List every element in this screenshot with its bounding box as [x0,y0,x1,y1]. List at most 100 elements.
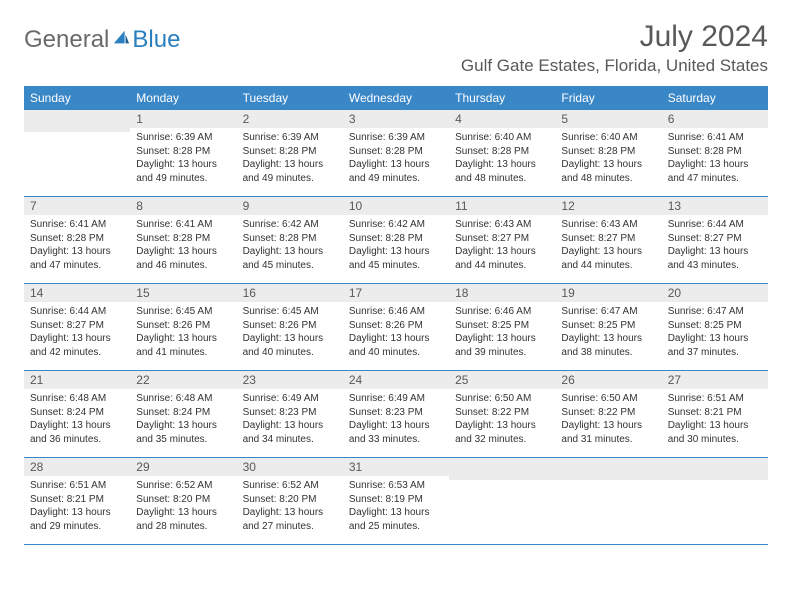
day-data [449,480,555,487]
day-number: 11 [449,197,555,215]
day-data [662,480,768,487]
calendar-cell: 12Sunrise: 6:43 AMSunset: 8:27 PMDayligh… [555,197,661,284]
calendar-cell [555,458,661,545]
calendar-cell: 28Sunrise: 6:51 AMSunset: 8:21 PMDayligh… [24,458,130,545]
dayname-header: Wednesday [343,86,449,110]
day-number: 20 [662,284,768,302]
day-data: Sunrise: 6:49 AMSunset: 8:23 PMDaylight:… [237,389,343,450]
calendar-cell: 25Sunrise: 6:50 AMSunset: 8:22 PMDayligh… [449,371,555,458]
dayname-header: Monday [130,86,236,110]
day-number [24,110,130,132]
calendar-cell: 8Sunrise: 6:41 AMSunset: 8:28 PMDaylight… [130,197,236,284]
calendar-cell: 21Sunrise: 6:48 AMSunset: 8:24 PMDayligh… [24,371,130,458]
day-data: Sunrise: 6:42 AMSunset: 8:28 PMDaylight:… [237,215,343,276]
day-number: 31 [343,458,449,476]
calendar-row: 21Sunrise: 6:48 AMSunset: 8:24 PMDayligh… [24,371,768,458]
day-number: 29 [130,458,236,476]
calendar-cell: 22Sunrise: 6:48 AMSunset: 8:24 PMDayligh… [130,371,236,458]
day-number: 1 [130,110,236,128]
day-number: 6 [662,110,768,128]
dayname-header: Saturday [662,86,768,110]
day-data: Sunrise: 6:39 AMSunset: 8:28 PMDaylight:… [343,128,449,189]
day-number: 30 [237,458,343,476]
day-number: 18 [449,284,555,302]
day-number: 9 [237,197,343,215]
day-data: Sunrise: 6:39 AMSunset: 8:28 PMDaylight:… [130,128,236,189]
day-data: Sunrise: 6:48 AMSunset: 8:24 PMDaylight:… [24,389,130,450]
brand-part2: Blue [132,26,180,54]
day-data: Sunrise: 6:41 AMSunset: 8:28 PMDaylight:… [130,215,236,276]
dayname-header: Friday [555,86,661,110]
day-number: 4 [449,110,555,128]
day-number: 12 [555,197,661,215]
dayname-header: Sunday [24,86,130,110]
calendar-cell: 30Sunrise: 6:52 AMSunset: 8:20 PMDayligh… [237,458,343,545]
day-data: Sunrise: 6:52 AMSunset: 8:20 PMDaylight:… [130,476,236,537]
day-data: Sunrise: 6:41 AMSunset: 8:28 PMDaylight:… [24,215,130,276]
day-data: Sunrise: 6:47 AMSunset: 8:25 PMDaylight:… [555,302,661,363]
dayname-header: Tuesday [237,86,343,110]
calendar-cell: 13Sunrise: 6:44 AMSunset: 8:27 PMDayligh… [662,197,768,284]
day-number: 7 [24,197,130,215]
day-data [555,480,661,487]
calendar-cell: 31Sunrise: 6:53 AMSunset: 8:19 PMDayligh… [343,458,449,545]
calendar-cell: 19Sunrise: 6:47 AMSunset: 8:25 PMDayligh… [555,284,661,371]
day-number: 2 [237,110,343,128]
calendar-body: 1Sunrise: 6:39 AMSunset: 8:28 PMDaylight… [24,110,768,545]
day-number: 13 [662,197,768,215]
calendar-cell: 10Sunrise: 6:42 AMSunset: 8:28 PMDayligh… [343,197,449,284]
day-number: 25 [449,371,555,389]
day-data: Sunrise: 6:41 AMSunset: 8:28 PMDaylight:… [662,128,768,189]
title-block: July 2024 Gulf Gate Estates, Florida, Un… [461,20,768,76]
day-data: Sunrise: 6:42 AMSunset: 8:28 PMDaylight:… [343,215,449,276]
day-number: 26 [555,371,661,389]
calendar-table: SundayMondayTuesdayWednesdayThursdayFrid… [24,86,768,545]
month-title: July 2024 [461,20,768,54]
header: General Blue July 2024 Gulf Gate Estates… [24,20,768,76]
day-number: 22 [130,371,236,389]
calendar-cell: 11Sunrise: 6:43 AMSunset: 8:27 PMDayligh… [449,197,555,284]
day-number: 10 [343,197,449,215]
day-data: Sunrise: 6:40 AMSunset: 8:28 PMDaylight:… [555,128,661,189]
day-number: 23 [237,371,343,389]
day-data [24,132,130,139]
logo-sail-icon [112,29,130,47]
day-data: Sunrise: 6:46 AMSunset: 8:26 PMDaylight:… [343,302,449,363]
calendar-cell: 15Sunrise: 6:45 AMSunset: 8:26 PMDayligh… [130,284,236,371]
calendar-cell: 14Sunrise: 6:44 AMSunset: 8:27 PMDayligh… [24,284,130,371]
calendar-cell [24,110,130,197]
day-number: 28 [24,458,130,476]
day-data: Sunrise: 6:45 AMSunset: 8:26 PMDaylight:… [237,302,343,363]
calendar-cell: 7Sunrise: 6:41 AMSunset: 8:28 PMDaylight… [24,197,130,284]
day-data: Sunrise: 6:51 AMSunset: 8:21 PMDaylight:… [24,476,130,537]
day-data: Sunrise: 6:49 AMSunset: 8:23 PMDaylight:… [343,389,449,450]
day-number: 8 [130,197,236,215]
location-text: Gulf Gate Estates, Florida, United State… [461,56,768,76]
day-number: 15 [130,284,236,302]
dayname-header: Thursday [449,86,555,110]
day-number [449,458,555,480]
day-number [662,458,768,480]
day-number: 16 [237,284,343,302]
day-number: 14 [24,284,130,302]
day-data: Sunrise: 6:52 AMSunset: 8:20 PMDaylight:… [237,476,343,537]
calendar-row: 28Sunrise: 6:51 AMSunset: 8:21 PMDayligh… [24,458,768,545]
calendar-cell: 18Sunrise: 6:46 AMSunset: 8:25 PMDayligh… [449,284,555,371]
day-number: 5 [555,110,661,128]
day-data: Sunrise: 6:53 AMSunset: 8:19 PMDaylight:… [343,476,449,537]
day-data: Sunrise: 6:47 AMSunset: 8:25 PMDaylight:… [662,302,768,363]
calendar-cell: 23Sunrise: 6:49 AMSunset: 8:23 PMDayligh… [237,371,343,458]
day-data: Sunrise: 6:40 AMSunset: 8:28 PMDaylight:… [449,128,555,189]
day-data: Sunrise: 6:50 AMSunset: 8:22 PMDaylight:… [449,389,555,450]
day-data: Sunrise: 6:39 AMSunset: 8:28 PMDaylight:… [237,128,343,189]
calendar-cell: 4Sunrise: 6:40 AMSunset: 8:28 PMDaylight… [449,110,555,197]
day-data: Sunrise: 6:51 AMSunset: 8:21 PMDaylight:… [662,389,768,450]
calendar-cell: 2Sunrise: 6:39 AMSunset: 8:28 PMDaylight… [237,110,343,197]
calendar-cell: 26Sunrise: 6:50 AMSunset: 8:22 PMDayligh… [555,371,661,458]
day-data: Sunrise: 6:44 AMSunset: 8:27 PMDaylight:… [662,215,768,276]
day-number [555,458,661,480]
day-number: 21 [24,371,130,389]
day-number: 24 [343,371,449,389]
calendar-cell [449,458,555,545]
day-number: 17 [343,284,449,302]
